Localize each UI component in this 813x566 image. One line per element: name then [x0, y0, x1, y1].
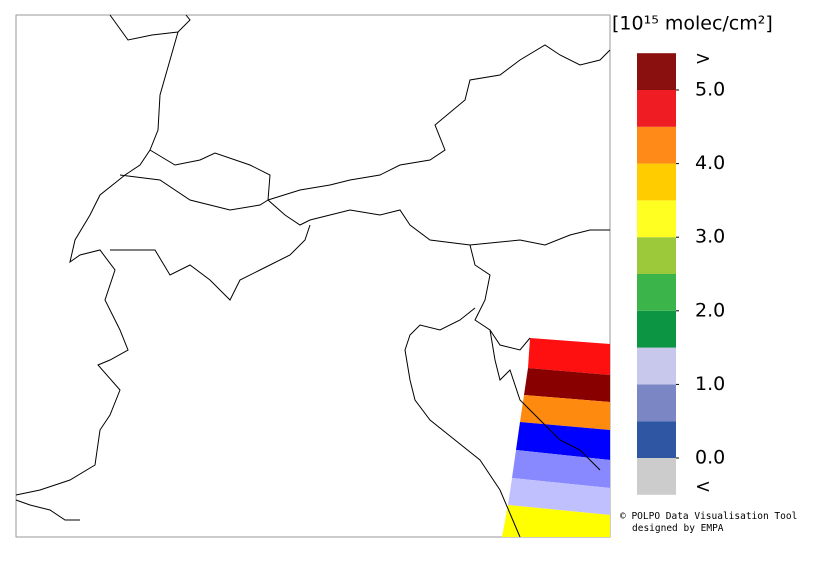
colorbar-unit: [10¹⁵ molec/cm²]: [612, 13, 773, 35]
borders: [15, 14, 611, 538]
credit-line: designed by EMPA: [632, 523, 724, 534]
map-frame: [15, 14, 611, 538]
colorbar-bin: [637, 421, 676, 458]
colorbar-over-label: >: [695, 48, 711, 70]
colorbar-bin: [637, 310, 676, 348]
colorbar-bin: [637, 200, 676, 238]
colorbar-bin: [637, 274, 676, 311]
map: [15, 14, 611, 538]
colorbar-bin: [637, 90, 676, 127]
colorbar: [10¹⁵ molec/cm²] > <0.0 1.0 2.0 3.0 4.0 5.0: [612, 13, 773, 498]
colorbar-tick-label: 1.0: [695, 373, 725, 395]
colorbar-over: [637, 53, 676, 90]
colorbar-tick-label: 0.0: [695, 447, 725, 469]
colorbar-under: [637, 458, 676, 495]
data-swath: [502, 338, 610, 537]
colorbar-tick-label: 5.0: [695, 79, 725, 101]
colorbar-bin: [637, 384, 676, 422]
colorbar-bin: [637, 163, 676, 201]
colorbar-under-label: <: [695, 475, 711, 497]
colorbar-tick-label: 3.0: [695, 226, 725, 248]
colorbar-bin: [637, 347, 676, 385]
colorbar-tick-label: 4.0: [695, 152, 725, 174]
colorbar-bin: [637, 126, 676, 164]
colorbar-tick-label: 2.0: [695, 299, 725, 321]
colorbar-bin: [637, 237, 676, 274]
credit-line: © POLPO Data Visualisation Tool: [620, 511, 797, 522]
